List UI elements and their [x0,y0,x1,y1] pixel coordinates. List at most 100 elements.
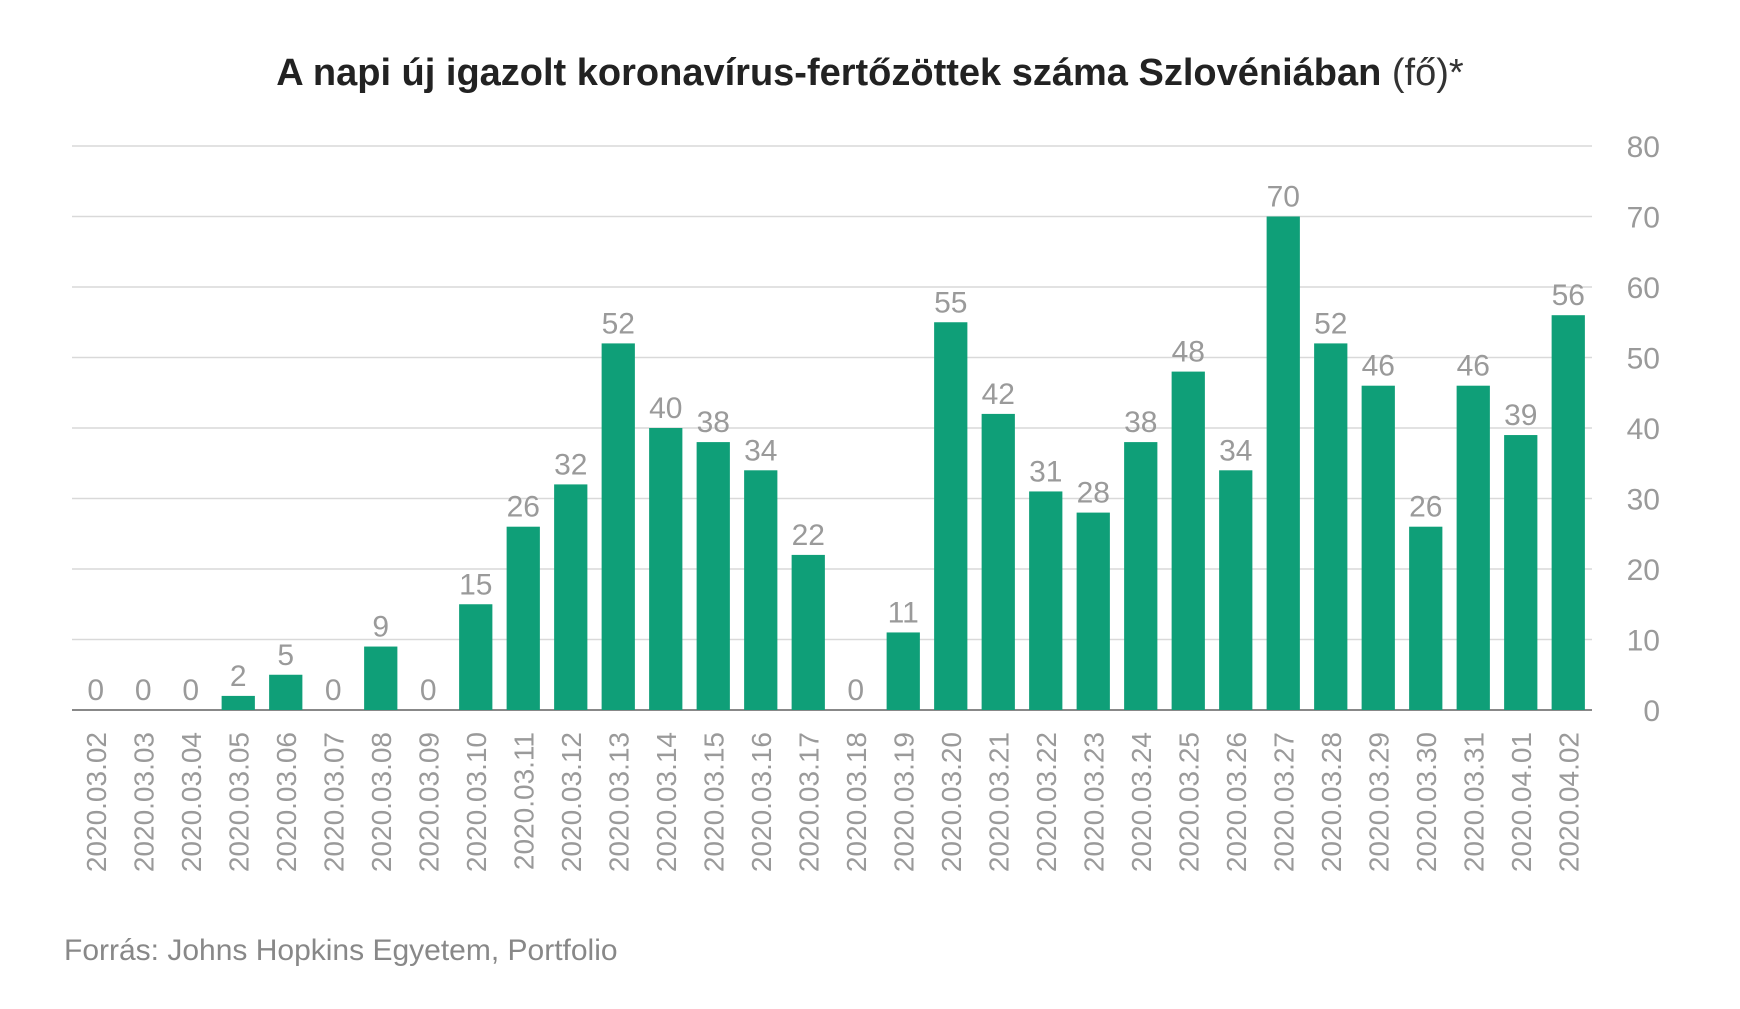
data-label: 0 [420,674,437,707]
x-tick-label: 2020.03.12 [556,732,587,872]
x-tick-label: 2020.03.31 [1458,732,1489,872]
x-tick-label: 2020.03.06 [271,732,302,872]
data-label: 26 [507,491,540,524]
bar [459,604,493,710]
y-tick-label: 30 [1627,484,1660,517]
x-tick-label: 2020.03.03 [128,732,159,872]
bar [221,695,255,710]
data-label: 40 [649,392,682,425]
bar [1361,385,1395,710]
data-label: 2 [230,660,247,693]
data-label: 46 [1362,350,1395,383]
y-tick-label: 60 [1627,272,1660,305]
chart-title-unit: (fő)* [1391,52,1464,94]
bar [554,484,588,710]
data-label: 52 [1314,307,1347,340]
x-tick-label: 2020.04.02 [1553,732,1584,872]
x-tick-label: 2020.03.30 [1411,732,1442,872]
data-label: 0 [847,674,864,707]
data-label: 11 [888,596,919,629]
x-tick-label: 2020.03.07 [318,732,349,872]
data-label: 39 [1504,399,1537,432]
y-tick-label: 50 [1627,343,1660,376]
x-tick-label: 2020.03.23 [1078,732,1109,872]
x-tick-label: 2020.03.20 [936,732,967,872]
data-label: 32 [554,448,587,481]
bar [981,413,1015,710]
bar [1456,385,1490,710]
bar [744,470,778,710]
data-label: 31 [1029,455,1062,488]
bar [1124,442,1158,710]
x-tick-label: 2020.03.21 [983,732,1014,872]
x-tick-label: 2020.03.22 [1031,732,1062,872]
x-tick-label: 2020.03.24 [1126,732,1157,872]
bar [1029,491,1063,710]
x-tick-label: 2020.04.01 [1506,732,1537,872]
chart-title-main: A napi új igazolt koronavírus-fertőzötte… [276,52,1382,94]
data-label: 22 [792,519,825,552]
bar [506,526,540,710]
data-label: 38 [697,406,730,439]
x-tick-label: 2020.03.14 [651,732,682,872]
data-label: 9 [372,611,389,644]
x-tick-label: 2020.03.16 [746,732,777,872]
bar [1171,371,1205,710]
x-tick-label: 2020.03.18 [841,732,872,872]
bar [1076,512,1110,710]
x-tick-label: 2020.03.04 [176,732,207,872]
y-tick-label: 70 [1627,202,1660,235]
bar [1219,470,1253,710]
data-label: 15 [459,568,492,601]
data-label: 0 [87,674,104,707]
y-tick-label: 10 [1627,625,1660,658]
y-tick-label: 20 [1627,554,1660,587]
data-label: 70 [1267,181,1300,214]
bar [601,343,635,710]
bar [886,632,920,710]
x-tick-label: 2020.03.27 [1268,732,1299,872]
data-label: 48 [1172,336,1205,369]
x-tick-label: 2020.03.15 [698,732,729,872]
x-tick-label: 2020.03.13 [603,732,634,872]
x-tick-label: 2020.03.09 [413,732,444,872]
bar [649,428,683,710]
data-label: 34 [744,434,777,467]
data-label: 28 [1077,477,1110,510]
bar [1266,216,1300,710]
data-label: 55 [934,286,967,319]
bar [1314,343,1348,710]
data-label: 38 [1124,406,1157,439]
bar [791,554,825,710]
data-label: 0 [182,674,199,707]
data-label: 0 [325,674,342,707]
data-label: 34 [1219,434,1252,467]
data-label: 0 [135,674,152,707]
chart-title: A napi új igazolt koronavírus-fertőzötte… [0,52,1740,95]
bar [269,674,303,710]
bar [934,322,968,710]
data-label: 42 [982,378,1015,411]
data-label: 26 [1409,491,1442,524]
y-tick-label: 0 [1643,695,1660,728]
bar [1504,435,1538,710]
data-label: 52 [602,307,635,340]
data-label: 5 [277,639,294,672]
data-label: 56 [1552,279,1585,312]
y-tick-label: 40 [1627,413,1660,446]
x-tick-label: 2020.03.11 [508,732,539,870]
x-tick-label: 2020.03.08 [366,732,397,872]
data-label: 46 [1457,350,1490,383]
y-tick-label: 80 [1627,131,1660,164]
x-tick-label: 2020.03.25 [1173,732,1204,872]
x-tick-label: 2020.03.17 [793,732,824,872]
x-tick-label: 2020.03.26 [1221,732,1252,872]
bar [364,646,398,710]
x-tick-label: 2020.03.02 [81,732,112,872]
x-tick-label: 2020.03.10 [461,732,492,872]
bar [696,442,730,710]
source-note: Forrás: Johns Hopkins Egyetem, Portfolio [64,934,618,967]
x-tick-label: 2020.03.19 [888,732,919,872]
bar [1551,315,1585,710]
